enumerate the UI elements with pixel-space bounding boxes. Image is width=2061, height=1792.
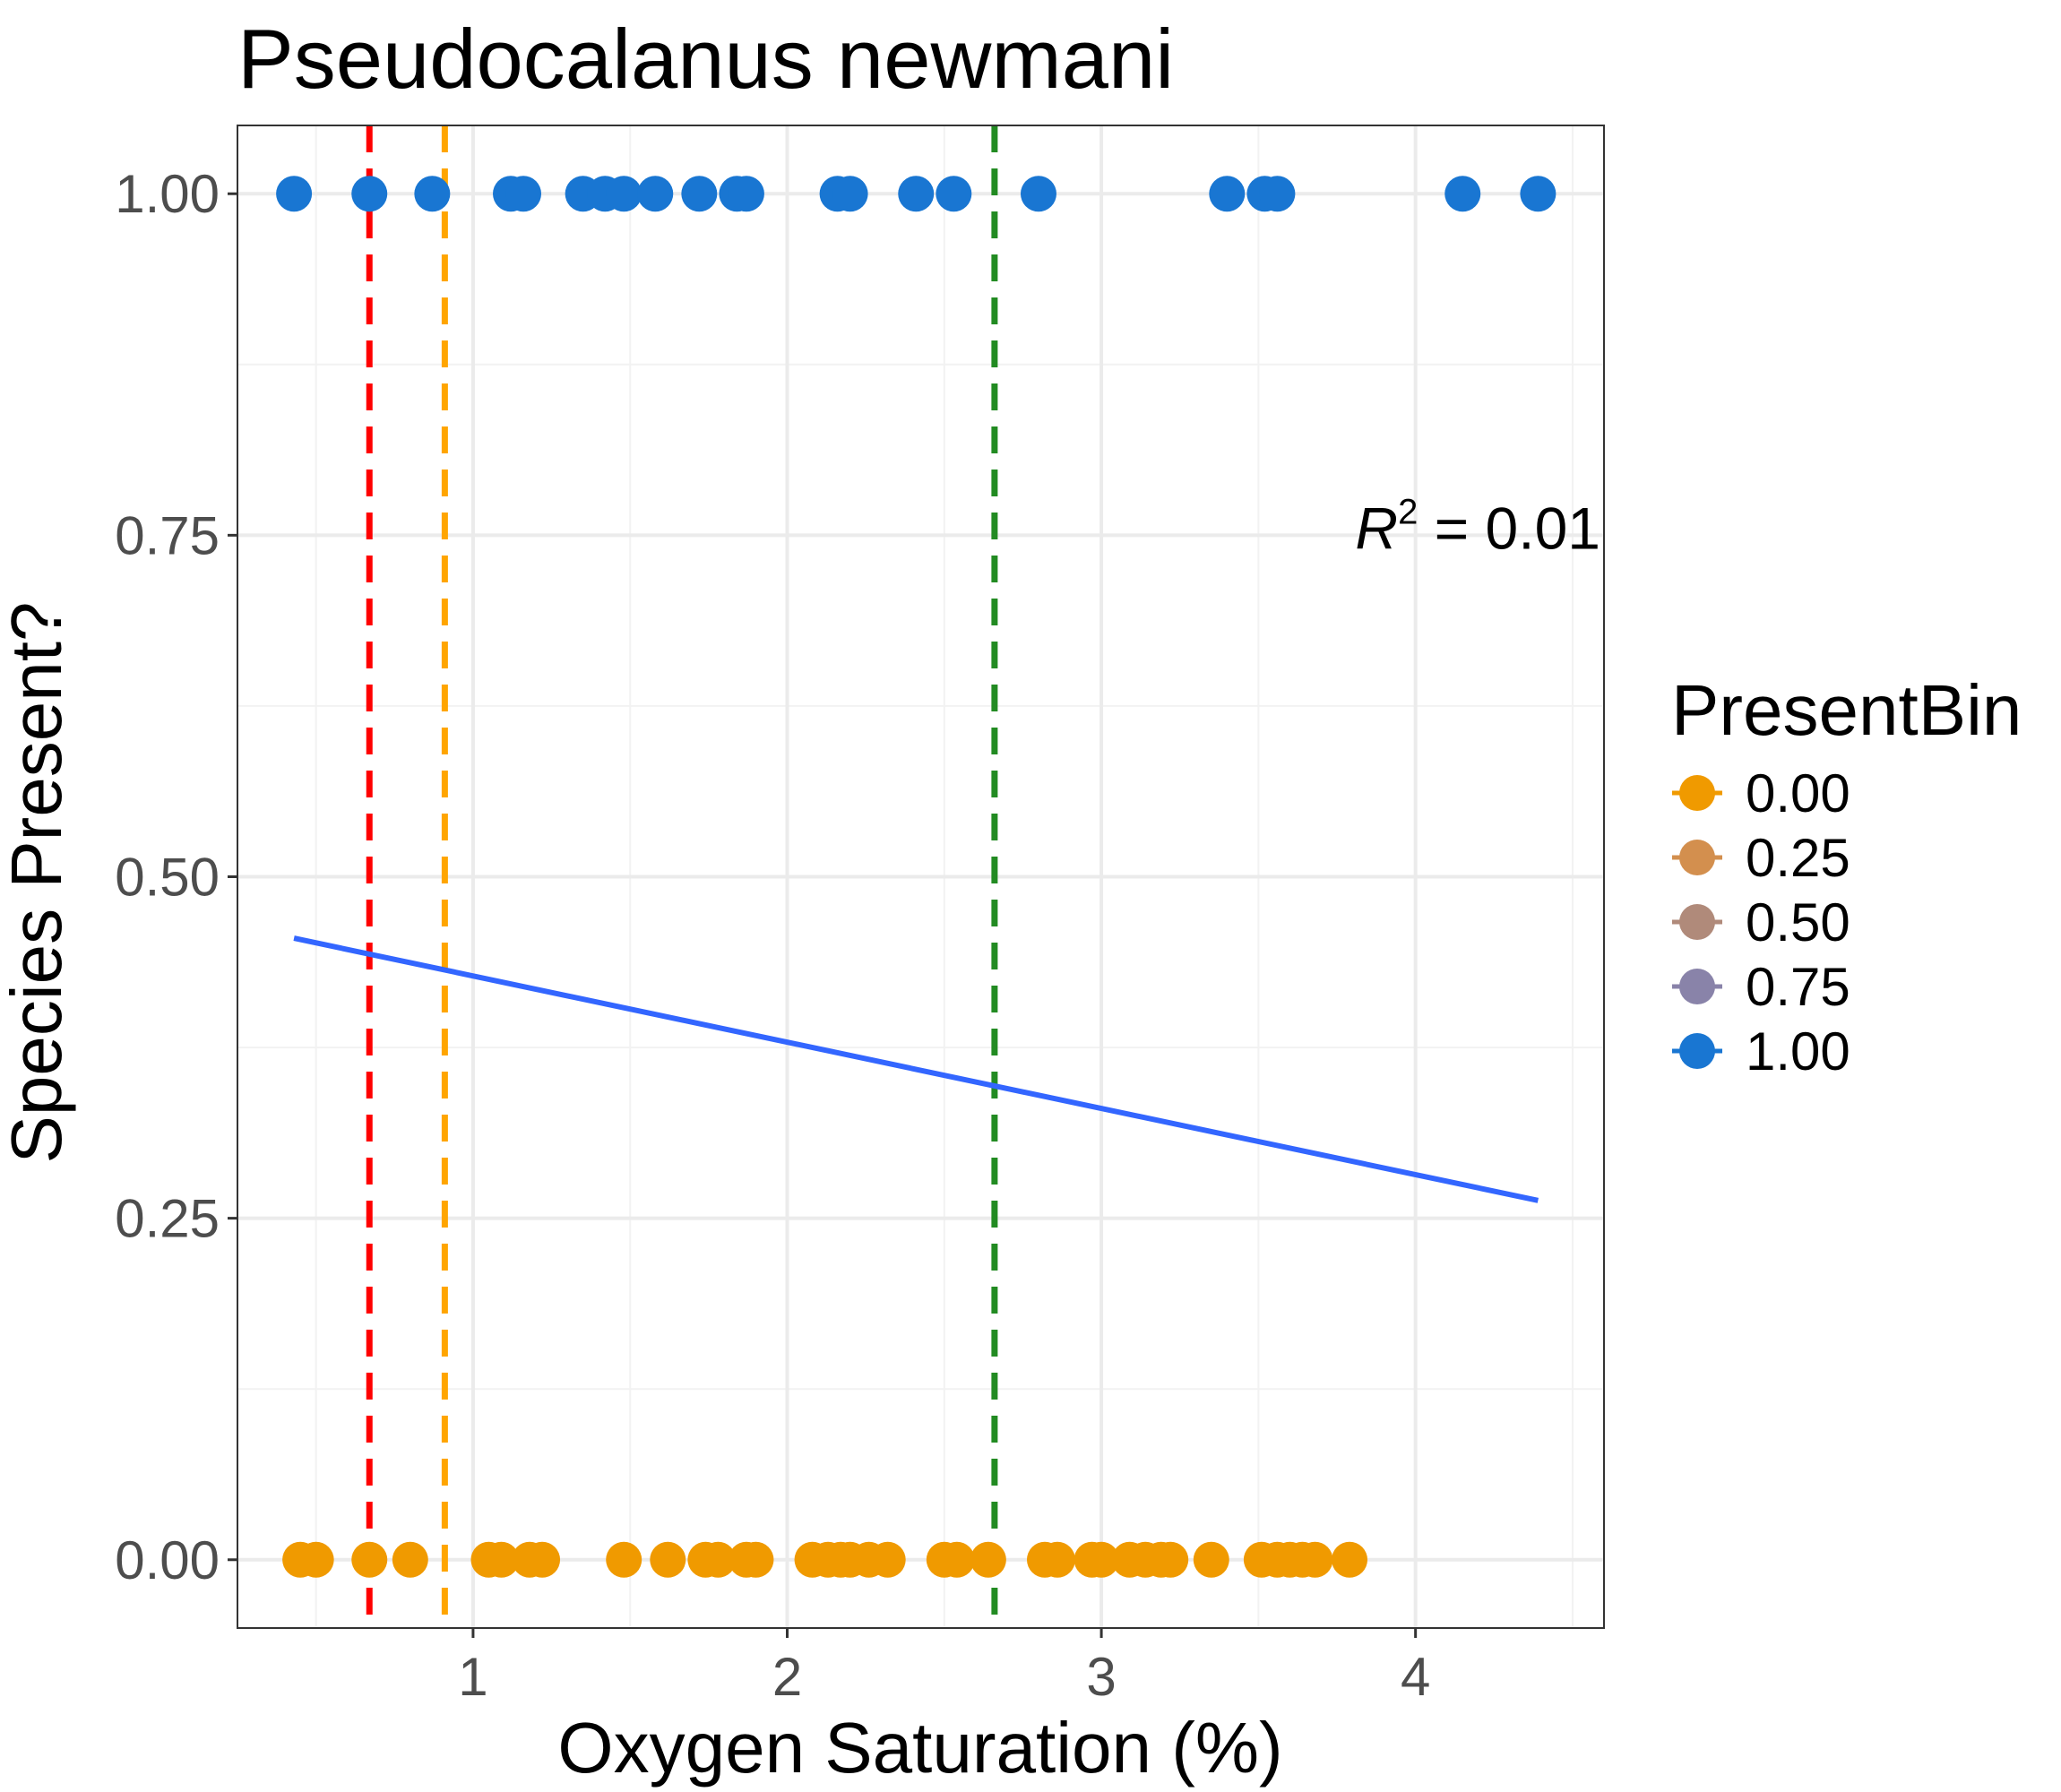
data-point	[737, 1541, 774, 1578]
y-axis: 0.00 0.25 0.50 0.75 1.00	[115, 164, 237, 1590]
legend-key-point	[1679, 840, 1715, 875]
legend-entry: 1.00	[1672, 1021, 1850, 1081]
legend-label: 0.25	[1746, 828, 1850, 888]
legend-title: PresentBin	[1671, 670, 2022, 750]
legend: PresentBin 0.000.250.500.751.00	[1671, 670, 2022, 1081]
r-symbol: R	[1355, 495, 1398, 562]
data-point	[1520, 176, 1557, 212]
data-point	[276, 176, 313, 212]
y-tick-label: 0.50	[115, 848, 220, 908]
legend-entry: 0.75	[1672, 957, 1850, 1017]
r-value: = 0.01	[1418, 495, 1600, 562]
data-point	[1020, 176, 1056, 212]
legend-entries: 0.000.250.500.751.00	[1672, 763, 1850, 1081]
data-point	[1444, 176, 1481, 212]
legend-label: 1.00	[1746, 1021, 1850, 1081]
data-point	[351, 1541, 388, 1578]
data-point	[1083, 1541, 1120, 1578]
data-point	[970, 1541, 1006, 1578]
legend-key-point	[1679, 1033, 1715, 1069]
regression-line	[293, 935, 1539, 1203]
data-point	[1297, 1541, 1333, 1578]
data-point	[832, 176, 868, 212]
r-squared-annotation: R2 = 0.01	[1355, 493, 1600, 562]
x-tick-label: 1	[458, 1647, 487, 1707]
chart-title: Pseudocalanus newmani	[237, 12, 1174, 106]
data-point	[1259, 176, 1296, 212]
legend-label: 0.50	[1746, 892, 1850, 952]
data-point	[681, 176, 718, 212]
data-point	[606, 1541, 642, 1578]
data-point	[606, 176, 642, 212]
data-point	[728, 176, 764, 212]
legend-entry: 0.25	[1672, 828, 1850, 888]
data-point	[392, 1541, 428, 1578]
x-tick-label: 3	[1086, 1647, 1116, 1707]
data-point	[938, 1541, 975, 1578]
x-tick-label: 2	[772, 1647, 802, 1707]
x-tick-label: 4	[1401, 1647, 1430, 1707]
legend-entry: 0.50	[1672, 892, 1850, 952]
y-axis-title: Species Present?	[0, 601, 76, 1163]
data-point	[351, 176, 388, 212]
data-point	[700, 1541, 737, 1578]
r-superscript: 2	[1398, 493, 1418, 532]
legend-key-point	[1679, 775, 1715, 811]
data-point	[524, 1541, 561, 1578]
legend-label: 0.75	[1746, 957, 1850, 1017]
data-point	[505, 176, 542, 212]
data-point	[637, 176, 674, 212]
legend-key-point	[1679, 904, 1715, 940]
data-point	[1332, 1541, 1368, 1578]
y-tick-label: 0.75	[115, 505, 220, 565]
reference-lines	[366, 125, 998, 1628]
data-points	[276, 176, 1557, 1578]
y-tick-label: 0.25	[115, 1189, 220, 1249]
legend-key-point	[1679, 969, 1715, 1004]
data-point	[414, 176, 451, 212]
legend-label: 0.00	[1746, 763, 1850, 823]
data-point	[898, 176, 935, 212]
legend-entry: 0.00	[1672, 763, 1850, 823]
plot-panel: R2 = 0.01	[237, 125, 1605, 1629]
x-axis-title: Oxygen Saturation (%)	[557, 1708, 1282, 1788]
data-point	[483, 1541, 520, 1578]
data-point	[650, 1541, 686, 1578]
data-point	[1193, 1541, 1229, 1578]
data-point	[936, 176, 972, 212]
grid-major	[237, 125, 1604, 1628]
data-point	[298, 1541, 334, 1578]
y-tick-label: 1.00	[115, 164, 220, 224]
data-point	[1209, 176, 1246, 212]
data-point	[1039, 1541, 1075, 1578]
data-point	[869, 1541, 906, 1578]
x-axis: 1 2 3 4	[458, 1628, 1430, 1707]
data-point	[1152, 1541, 1189, 1578]
y-tick-label: 0.00	[115, 1530, 220, 1590]
